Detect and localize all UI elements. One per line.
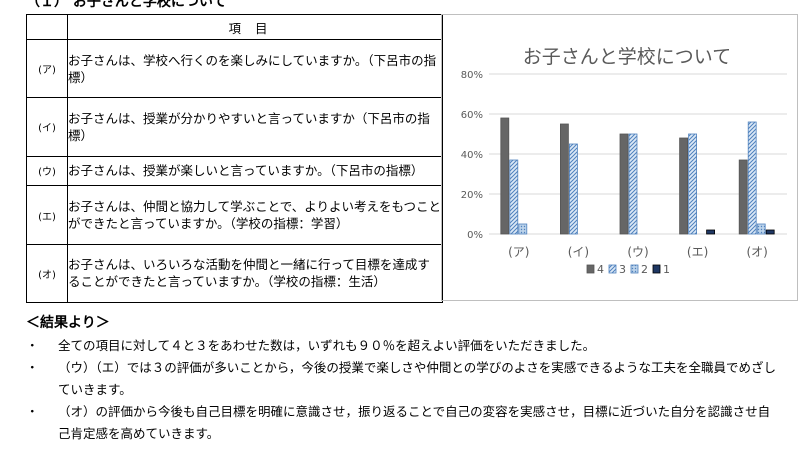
bullet-dot: ・ [26, 404, 39, 419]
table-header: 項目 [67, 14, 443, 40]
result-item: ・ （オ）の評価から今後も自己目標を明確に意識させ，振り返ることで自己の変容を実… [26, 401, 778, 445]
table-row: (オ) お子さんは、いろいろな活動を仲間と一緒に行って目標を達成することができた… [26, 243, 443, 304]
y-tick-label: 0% [467, 230, 483, 241]
table-row: (エ) お子さんは、仲間と協力して学ぶことで、よりよい考えをもつことができたと言… [26, 185, 443, 245]
row-label: (ア) [26, 38, 68, 99]
result-item: ・ 全ての項目に対して４と３をあわせた数は，いずれも９０％を超えよい評価をいただ… [26, 335, 778, 357]
row-text: お子さんは、授業が楽しいと言っていますか。（下呂市の指標） [67, 155, 443, 187]
bar-3 [569, 143, 578, 235]
question-table: 項目 (ア) お子さんは、学校へ行くのを楽しみにしていますか。（下呂市の指標） … [26, 14, 443, 304]
result-item: ・ （ウ）（エ）では３の評価が多いことから，今後の授業で楽しさや仲間との学びのよ… [26, 357, 778, 401]
x-tick-label: (エ) [687, 245, 708, 259]
y-tick-label: 80% [461, 70, 483, 81]
bar-3 [628, 133, 638, 235]
results-section: ＜結果より＞ ・ 全ての項目に対して４と３をあわせた数は，いずれも９０％を超えよ… [26, 312, 778, 445]
row-label: (オ) [26, 243, 68, 304]
x-tick-label: (イ) [568, 245, 589, 259]
row-text: お子さんは、仲間と協力して学ぶことで、よりよい考えをもつことができたと言っていま… [67, 185, 443, 245]
table-row: (ウ) お子さんは、授業が楽しいと言っていますか。（下呂市の指標） [26, 155, 443, 187]
y-tick-label: 20% [461, 190, 483, 201]
bullet-dot: ・ [26, 360, 39, 375]
y-tick-label: 40% [461, 150, 483, 161]
bar-3 [688, 133, 698, 235]
bar-4 [500, 117, 510, 235]
bar-4 [738, 159, 748, 235]
row-text: お子さんは、学校へ行くのを楽しみにしていますか。（下呂市の指標） [67, 38, 443, 99]
chart-frame: お子さんと学校について 0% 20% 40% 60% 80% (ア) (イ) (ウ) (エ) (オ… [441, 14, 798, 301]
bar-4 [619, 133, 629, 235]
section-heading: （１） お子さんと学校について [26, 0, 227, 10]
x-tick-label: (ア) [508, 245, 529, 259]
legend-swatch [608, 264, 617, 274]
bullet-dot: ・ [26, 338, 39, 353]
bar-4 [560, 123, 569, 235]
table-row: (イ) お子さんは、授業が分かりやすいと言っていますか（下呂市の指標） [26, 97, 443, 157]
table-row: (ア) お子さんは、学校へ行くのを楽しみにしていますか。（下呂市の指標） [26, 38, 443, 99]
legend-swatch [586, 264, 595, 274]
row-label: (エ) [26, 185, 68, 245]
legend-swatch [652, 264, 661, 274]
bar-4 [679, 137, 689, 235]
bar-3 [509, 159, 519, 235]
result-text: （オ）の評価から今後も自己目標を明確に意識させ，振り返ることで自己の変容を実感さ… [58, 404, 771, 441]
legend-swatch [630, 264, 639, 274]
bar-1 [765, 229, 775, 235]
result-text: （ウ）（エ）では３の評価が多いことから，今後の授業で楽しさや仲間との学びのよさを… [58, 360, 777, 397]
row-label: (イ) [26, 97, 68, 157]
legend-label: 4 [597, 263, 604, 276]
legend-label: 3 [619, 263, 626, 276]
legend-label: 1 [663, 263, 670, 276]
y-tick-label: 60% [461, 110, 483, 121]
bar-2 [518, 223, 528, 235]
bar-3 [747, 121, 757, 235]
results-heading: ＜結果より＞ [26, 315, 110, 331]
row-text: お子さんは、授業が分かりやすいと言っていますか（下呂市の指標） [67, 97, 443, 157]
legend-label: 2 [641, 263, 648, 276]
x-tick-label: (オ) [747, 245, 768, 259]
row-label: (ウ) [26, 155, 68, 187]
chart-title: お子さんと学校について [523, 46, 731, 68]
x-tick-label: (ウ) [627, 245, 648, 259]
row-text: お子さんは、いろいろな活動を仲間と一緒に行って目標を達成することができたと言って… [67, 243, 443, 304]
table-corner [26, 14, 68, 40]
result-text: 全ての項目に対して４と３をあわせた数は，いずれも９０％を超えよい評価をいただきま… [58, 338, 596, 353]
bar-2 [756, 223, 766, 235]
bar-1 [706, 229, 716, 235]
bar-chart: お子さんと学校について 0% 20% 40% 60% 80% (ア) (イ) (ウ) (エ) (オ… [461, 46, 787, 276]
